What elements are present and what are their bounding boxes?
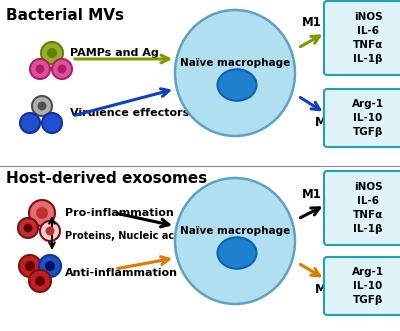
Circle shape xyxy=(32,96,52,116)
Circle shape xyxy=(29,200,55,226)
Ellipse shape xyxy=(218,237,256,269)
FancyBboxPatch shape xyxy=(324,1,400,75)
Circle shape xyxy=(35,276,45,286)
Circle shape xyxy=(46,226,54,235)
Text: M2: M2 xyxy=(315,283,335,296)
Text: Host-derived exosomes: Host-derived exosomes xyxy=(6,171,207,186)
Circle shape xyxy=(36,207,48,219)
Circle shape xyxy=(47,48,57,58)
Circle shape xyxy=(58,65,66,73)
FancyBboxPatch shape xyxy=(324,89,400,147)
Text: Proteins, Nucleic acids: Proteins, Nucleic acids xyxy=(65,231,190,241)
Text: Arg-1
IL-10
TGFβ: Arg-1 IL-10 TGFβ xyxy=(352,99,384,137)
Circle shape xyxy=(20,113,40,133)
Text: iNOS
IL-6
TNFα
IL-1β: iNOS IL-6 TNFα IL-1β xyxy=(353,182,383,234)
FancyBboxPatch shape xyxy=(324,257,400,315)
Text: iNOS
IL-6
TNFα
IL-1β: iNOS IL-6 TNFα IL-1β xyxy=(353,12,383,64)
Text: M1: M1 xyxy=(302,16,322,29)
FancyBboxPatch shape xyxy=(324,171,400,245)
Circle shape xyxy=(40,221,60,241)
Circle shape xyxy=(45,261,55,271)
Ellipse shape xyxy=(218,69,256,101)
Text: M2: M2 xyxy=(315,116,335,129)
Circle shape xyxy=(24,223,32,232)
Circle shape xyxy=(42,113,62,133)
Text: Pro-inflammation: Pro-inflammation xyxy=(65,208,174,218)
Circle shape xyxy=(30,59,50,79)
Circle shape xyxy=(25,261,35,271)
Text: Bacterial MVs: Bacterial MVs xyxy=(6,8,124,23)
Ellipse shape xyxy=(175,10,295,136)
Text: Naïve macrophage: Naïve macrophage xyxy=(180,226,290,236)
Circle shape xyxy=(38,102,46,111)
Circle shape xyxy=(52,59,72,79)
Ellipse shape xyxy=(175,178,295,304)
Circle shape xyxy=(29,270,51,292)
Text: Anti-inflammation: Anti-inflammation xyxy=(65,268,178,278)
Text: Arg-1
IL-10
TGFβ: Arg-1 IL-10 TGFβ xyxy=(352,267,384,305)
Text: M1: M1 xyxy=(302,188,322,201)
Text: Virulence effectors: Virulence effectors xyxy=(70,108,189,118)
Circle shape xyxy=(41,42,63,64)
Circle shape xyxy=(36,65,44,73)
Circle shape xyxy=(19,255,41,277)
Circle shape xyxy=(18,218,38,238)
Text: Naïve macrophage: Naïve macrophage xyxy=(180,58,290,68)
Text: PAMPs and Ag: PAMPs and Ag xyxy=(70,48,159,58)
Circle shape xyxy=(39,255,61,277)
